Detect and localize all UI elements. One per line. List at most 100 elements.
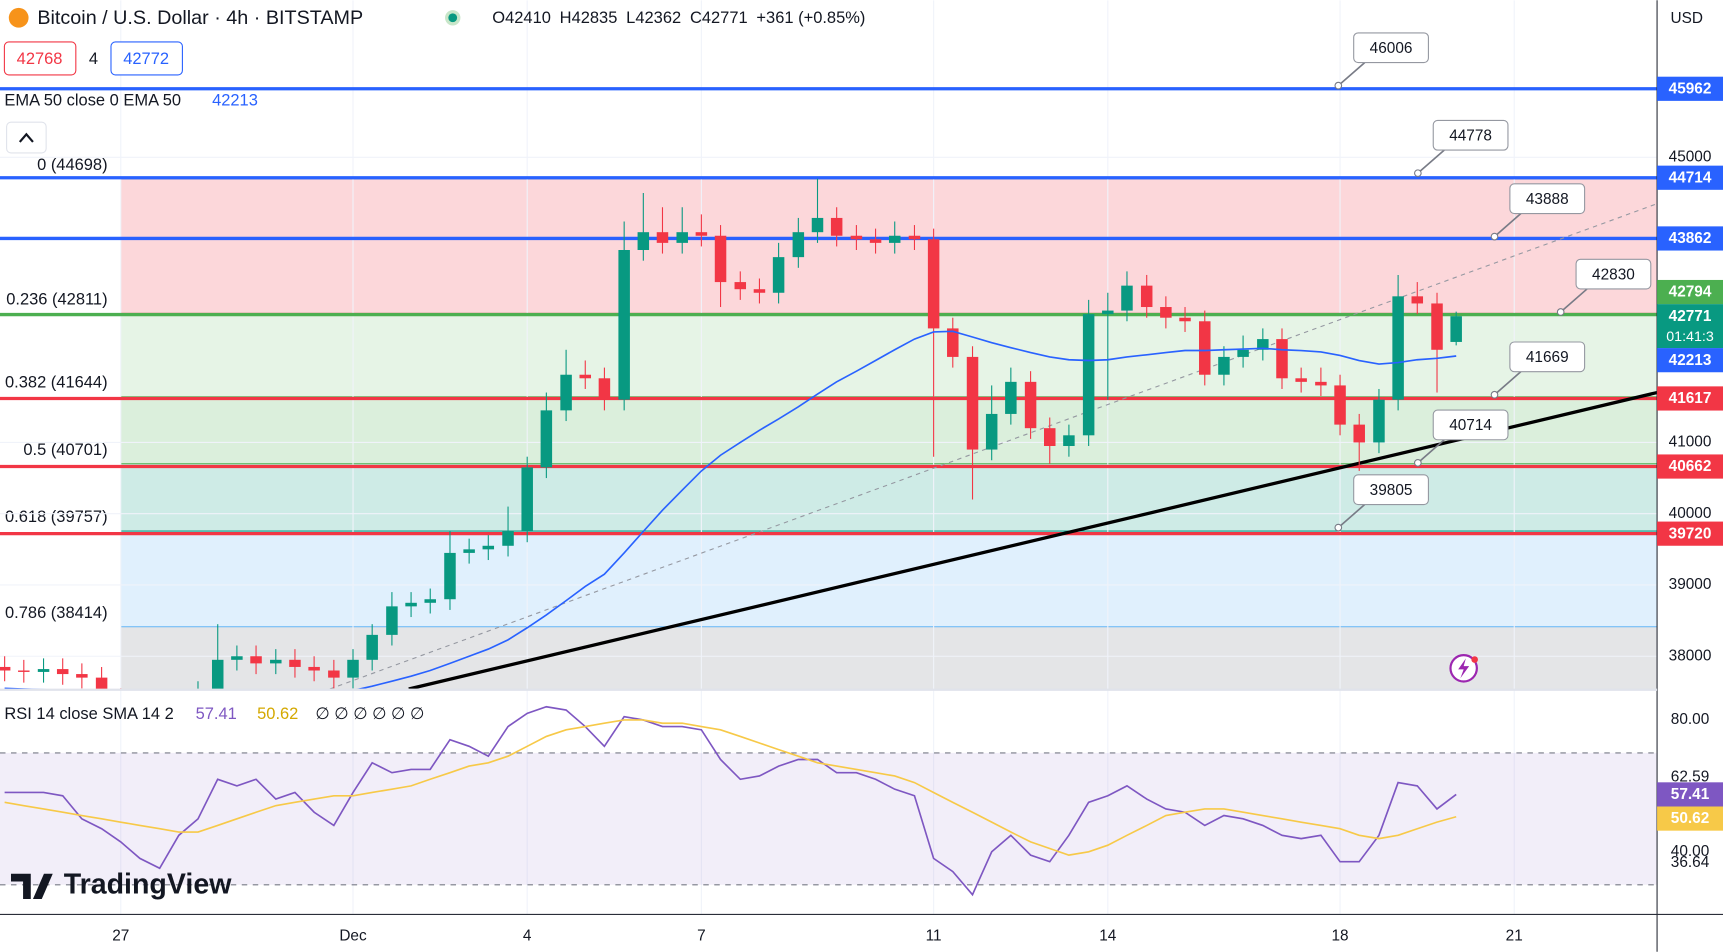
- rsi-legend-extra: ∅ ∅ ∅ ∅ ∅ ∅: [315, 705, 424, 723]
- fib-band: [120, 396, 1658, 464]
- candle-body: [579, 374, 592, 379]
- callout-label: 40714: [1449, 417, 1492, 434]
- candle-body: [1392, 296, 1404, 400]
- fib-label: 0 (44698): [37, 156, 107, 174]
- alert-bolt: [1458, 658, 1470, 679]
- x-tick-label: 4: [523, 927, 532, 944]
- y-tick-label: 45000: [1669, 148, 1712, 165]
- callout-label: 42830: [1592, 266, 1635, 283]
- fib-band: [120, 178, 1658, 314]
- callout-box: [1353, 32, 1429, 64]
- candle-body: [792, 232, 805, 258]
- callout-box: [1353, 474, 1429, 506]
- candle-body: [1199, 321, 1211, 375]
- fib-band: [120, 313, 1658, 397]
- candle-body: [502, 531, 514, 546]
- fib-label: 0.382 (41644): [5, 374, 108, 392]
- callout-box: [1432, 119, 1509, 151]
- candle-body: [772, 257, 785, 293]
- candle-body: [676, 232, 688, 243]
- collapse-button[interactable]: [6, 121, 47, 154]
- price-tag: [1657, 521, 1723, 546]
- y-tick-label: 40.00: [1671, 843, 1709, 860]
- candle-body: [405, 602, 417, 607]
- callout-label: 46006: [1370, 40, 1413, 57]
- rsi-line: [4, 719, 1457, 856]
- price-pane: 0 (44698) 0.236 (42811) 0.382 (41644) 0.5 (…: [0, 0, 1658, 690]
- candle-body: [1063, 435, 1075, 446]
- candle-body: [444, 552, 456, 600]
- callout-point: [1414, 458, 1422, 467]
- candle-body: [231, 656, 243, 660]
- symbol-icon: [8, 7, 29, 28]
- candle-body: [482, 545, 495, 550]
- ohlc-key: L: [626, 9, 635, 27]
- candle-body: [347, 659, 359, 678]
- candle-body: [1102, 310, 1114, 315]
- callout-connector: [1417, 439, 1445, 464]
- callout-label: 41669: [1526, 349, 1569, 366]
- header: Bitcoin / U.S. Dollar · 4h · BITSTAMP O4…: [3, 7, 1703, 900]
- y-tick-label: 36.64: [1671, 854, 1710, 871]
- ema-legend: EMA 50 close 0 EMA 50: [4, 92, 181, 110]
- candle-body: [1043, 428, 1056, 446]
- candle-body: [1373, 399, 1385, 443]
- fib-label: 0.618 (39757): [5, 508, 108, 526]
- fib-band: [120, 531, 1658, 627]
- candle-body: [463, 549, 475, 553]
- candle-body: [598, 378, 611, 400]
- callout-connector: [1337, 503, 1366, 529]
- ohlc-value: 42410: [505, 9, 551, 27]
- candle-body: [0, 666, 11, 671]
- fib-label: 0.5 (40701): [23, 441, 107, 459]
- bid-box[interactable]: [3, 41, 77, 76]
- price-tag: [1657, 304, 1723, 349]
- candle-body: [734, 282, 747, 290]
- candle-body: [947, 328, 959, 357]
- x-tick-label: Dec: [339, 927, 367, 944]
- candle-body: [966, 356, 979, 450]
- price-tag-label: 44714: [1669, 169, 1712, 186]
- candle-body: [618, 250, 630, 400]
- candle-body: [1179, 317, 1191, 322]
- candle-body: [386, 606, 398, 635]
- rsi-legend-value: 57.41: [196, 705, 237, 723]
- fib-band: [120, 626, 1658, 690]
- price-tag-label: 43862: [1669, 230, 1712, 247]
- candle-body: [1411, 296, 1424, 304]
- rsi-band: [0, 752, 1658, 885]
- price-tag-label: 57.41: [1671, 786, 1710, 803]
- candle-body: [1121, 285, 1133, 311]
- callout-point: [1490, 390, 1499, 399]
- callout-point: [1334, 523, 1343, 532]
- candle-body: [560, 374, 572, 411]
- candle-body: [1237, 349, 1249, 357]
- candle-body: [366, 634, 378, 660]
- callout-point: [1414, 169, 1422, 178]
- price-tag: [1657, 454, 1723, 479]
- price-tag: [1657, 76, 1723, 101]
- ema-legend-value: 42213: [212, 92, 258, 110]
- ask-box[interactable]: [110, 41, 183, 76]
- candle-body: [888, 235, 901, 243]
- alert-badge: [1471, 656, 1478, 663]
- price-tag-label: 42794: [1669, 284, 1712, 301]
- y-tick-label: 40000: [1669, 505, 1712, 522]
- candle-body: [753, 289, 766, 293]
- candle-body: [56, 669, 69, 675]
- rsi-line: [4, 705, 1457, 897]
- callout-label: 39805: [1370, 482, 1413, 499]
- y-tick-label: 38000: [1669, 647, 1712, 664]
- candle-body: [1334, 385, 1346, 425]
- candle-body: [270, 659, 282, 664]
- price-tag-label: 40662: [1669, 458, 1712, 475]
- candle-body: [424, 599, 436, 603]
- candle-body: [811, 217, 824, 233]
- candle-body: [830, 217, 843, 236]
- callout-connector: [1493, 212, 1522, 238]
- y-tick-label: 41000: [1669, 433, 1712, 450]
- ohlc-change: +361 (+0.85%): [756, 9, 865, 27]
- candle-body: [927, 239, 940, 329]
- callout-connector: [1417, 149, 1445, 174]
